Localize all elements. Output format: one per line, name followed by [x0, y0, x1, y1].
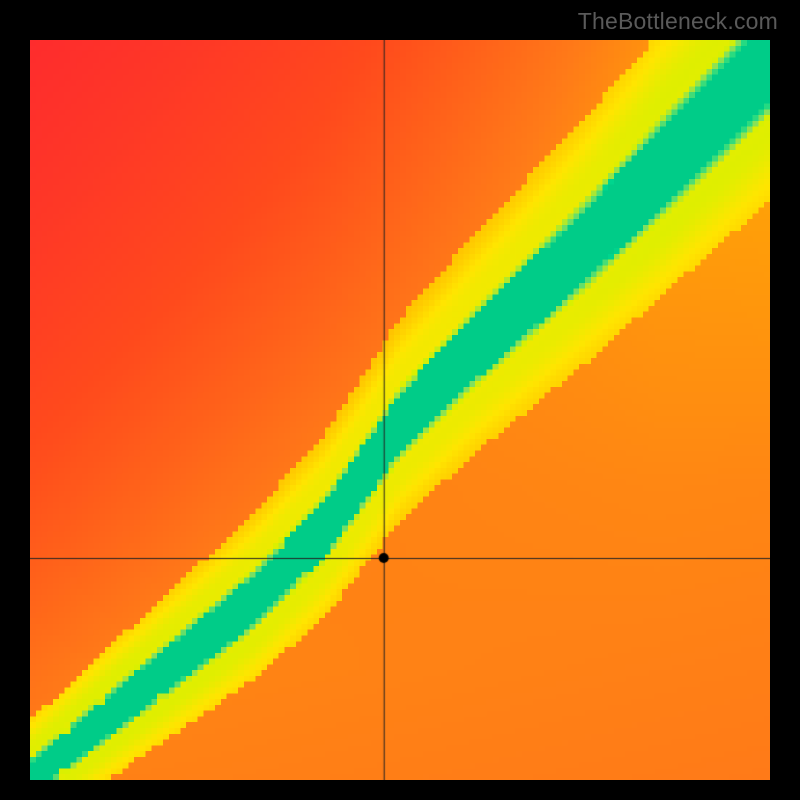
bottleneck-heatmap [30, 40, 770, 780]
watermark-text: TheBottleneck.com [578, 8, 778, 35]
heatmap-canvas [30, 40, 770, 780]
